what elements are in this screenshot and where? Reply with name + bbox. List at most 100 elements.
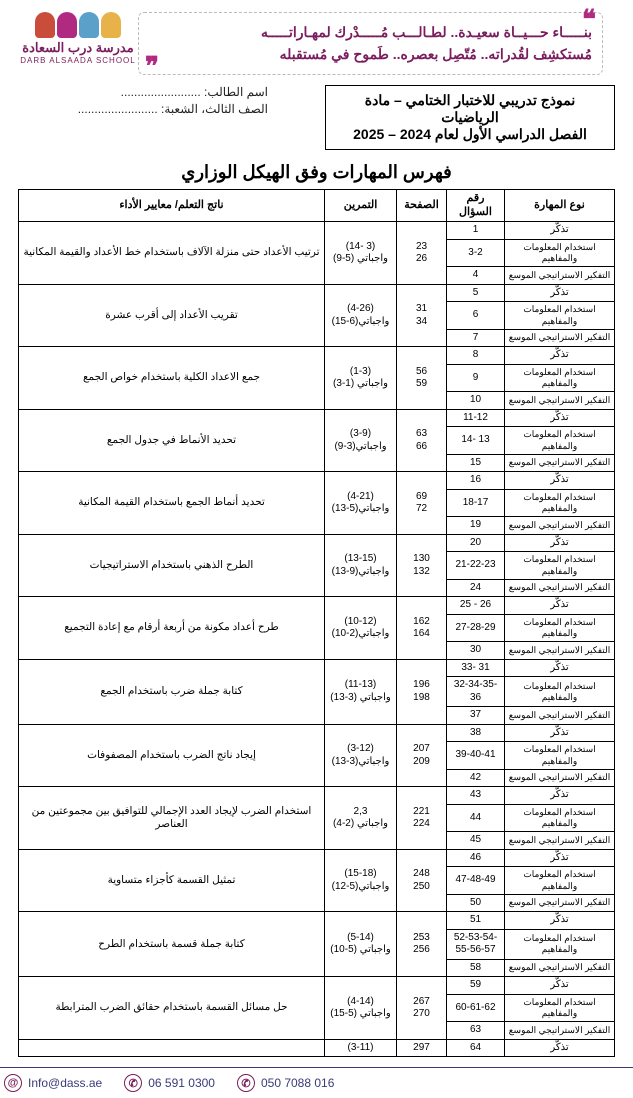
th-qn: رقم السؤال <box>447 189 505 222</box>
cell-page: 162164 <box>397 597 447 660</box>
cell-skill-type: التفكير الاستراتيجي الموسع <box>505 959 615 977</box>
footer-phone1: ✆ 06 591 0300 <box>124 1074 215 1092</box>
cell-skill-type: تذكّر <box>505 222 615 240</box>
cell-outcome: إيجاد ناتج الضرب باستخدام المصفوفات <box>19 724 325 787</box>
cell-outcome: كتابة جملة قسمة باستخدام الطرح <box>19 912 325 977</box>
tagline-box: ❝ بنـــــاء حـــيــاة سعيـدة.. لطـالـــب… <box>138 12 603 75</box>
cell-skill-type: استخدام المعلومات والمفاهيم <box>505 804 615 832</box>
table-row: تذكّر53134(4-26)واجباتي(6-15)تقريب الأعد… <box>19 284 615 302</box>
table-row: تذكّر64297(3-11) <box>19 1039 615 1057</box>
cell-page: 6972 <box>397 472 447 535</box>
cell-question-number: 6 <box>447 302 505 330</box>
cell-skill-type: تذكّر <box>505 472 615 490</box>
cell-question-number: 5 <box>447 284 505 302</box>
cell-skill-type: تذكّر <box>505 347 615 365</box>
cell-skill-type: تذكّر <box>505 724 615 742</box>
cell-exercise: (1-3)واجباتي (1-3) <box>325 347 397 410</box>
cell-skill-type: التفكير الاستراتيجي الموسع <box>505 769 615 787</box>
cell-question-number: 11-12 <box>447 409 505 427</box>
table-row: تذكّر20130132(13-15)واجباتي(9-13)الطرح ا… <box>19 534 615 552</box>
th-page: الصفحة <box>397 189 447 222</box>
cell-question-number: 18-17 <box>447 489 505 517</box>
title-box: نموذج تدريبي للاختبار الختامي – مادة الر… <box>325 85 615 150</box>
cell-question-number: 38 <box>447 724 505 742</box>
cell-question-number: 43 <box>447 787 505 805</box>
logo-ar: مدرسة درب السعادة <box>18 40 138 56</box>
cell-question-number: 20 <box>447 534 505 552</box>
cell-question-number: 8 <box>447 347 505 365</box>
cell-skill-type: التفكير الاستراتيجي الموسع <box>505 454 615 472</box>
cell-question-number: 10 <box>447 392 505 410</box>
cell-page: 3134 <box>397 284 447 347</box>
cell-question-number: 1 <box>447 222 505 240</box>
cell-outcome: ترتيب الأعداد حتى منزلة الآلاف باستخدام … <box>19 222 325 285</box>
cell-question-number: 21-22-23 <box>447 552 505 580</box>
th-outcome: ناتج التعلم/ معايير الأداء <box>19 189 325 222</box>
cell-skill-type: التفكير الاستراتيجي الموسع <box>505 329 615 347</box>
cell-exercise: (4-26)واجباتي(6-15) <box>325 284 397 347</box>
table-row: تذكّر46248250(15-18)واجباتي(5-12)تمثيل ا… <box>19 849 615 867</box>
cell-skill-type: تذكّر <box>505 597 615 615</box>
cell-outcome: تقريب الأعداد إلى أقرب عشرة <box>19 284 325 347</box>
cell-outcome: تحديد أنماط الجمع باستخدام القيمة المكان… <box>19 472 325 535</box>
school-logo: مدرسة درب السعادة DARB ALSAADA SCHOOL <box>18 12 138 65</box>
cell-skill-type: التفكير الاستراتيجي الموسع <box>505 832 615 850</box>
table-row: تذكّر85659(1-3)واجباتي (1-3)جمع الاعداد … <box>19 347 615 365</box>
cell-question-number: 32-34-35-36 <box>447 677 505 707</box>
cell-skill-type: استخدام المعلومات والمفاهيم <box>505 677 615 707</box>
table-row: تذكّر51253256(5-14)واجباتي (5-10)كتابة ج… <box>19 912 615 930</box>
cell-skill-type: تذكّر <box>505 787 615 805</box>
title-line1: نموذج تدريبي للاختبار الختامي – مادة الر… <box>338 92 602 126</box>
cell-skill-type: استخدام المعلومات والمفاهيم <box>505 364 615 392</box>
cell-question-number: 51 <box>447 912 505 930</box>
cell-skill-type: تذكّر <box>505 409 615 427</box>
cell-skill-type: استخدام المعلومات والمفاهيم <box>505 614 615 642</box>
cell-question-number: 44 <box>447 804 505 832</box>
cell-outcome: طرح أعداد مكونة من أربعة أرقام مع إعادة … <box>19 597 325 660</box>
cell-exercise: (13-15)واجباتي(9-13) <box>325 534 397 597</box>
tagline-line2: مُستكشِف لقُدراته.. مُتّصِل بعصره.. طَمو… <box>149 43 592 65</box>
cell-outcome: تمثيل القسمة كأجزاء متساوية <box>19 849 325 912</box>
cell-exercise: 2,3واجباتي (2-4) <box>325 787 397 850</box>
cell-question-number: 47-48-49 <box>447 867 505 895</box>
logo-en: DARB ALSAADA SCHOOL <box>18 56 138 65</box>
th-ex: التمرين <box>325 189 397 222</box>
cell-question-number: 45 <box>447 832 505 850</box>
cell-page: 248250 <box>397 849 447 912</box>
cell-skill-type: استخدام المعلومات والمفاهيم <box>505 742 615 770</box>
cell-exercise: (4-21)واجباتي(5-13) <box>325 472 397 535</box>
cell-page: 297 <box>397 1039 447 1057</box>
cell-question-number: 15 <box>447 454 505 472</box>
cell-exercise: (5-14)واجباتي (5-10) <box>325 912 397 977</box>
table-row: تذكّر432212242,3واجباتي (2-4)استخدام الض… <box>19 787 615 805</box>
cell-exercise: (3-12)واجباتي(3-13) <box>325 724 397 787</box>
footer-phone2: ✆ 050 7088 016 <box>237 1074 334 1092</box>
cell-question-number: 24 <box>447 579 505 597</box>
cell-skill-type: استخدام المعلومات والمفاهيم <box>505 867 615 895</box>
cell-exercise: (15-18)واجباتي(5-12) <box>325 849 397 912</box>
cell-skill-type: التفكير الاستراتيجي الموسع <box>505 579 615 597</box>
table-row: تذكّر12326(3 -14)واجباتي (5-9)ترتيب الأع… <box>19 222 615 240</box>
table-row: تذكّر59267270(4-14)واجباتي (5-15)حل مسائ… <box>19 977 615 995</box>
student-class-label: الصف الثالث، الشعبة: <box>161 102 268 116</box>
cell-question-number: 31 -33 <box>447 659 505 677</box>
email-icon: @ <box>4 1074 22 1092</box>
cell-exercise: (3-11) <box>325 1039 397 1057</box>
cell-skill-type: التفكير الاستراتيجي الموسع <box>505 517 615 535</box>
cell-outcome: استخدام الضرب لإيجاد العدد الإجمالي للتو… <box>19 787 325 850</box>
title-line2: الفصل الدراسي الأول لعام 2024 – 2025 <box>338 126 602 143</box>
cell-outcome: جمع الاعداد الكلية باستخدام خواص الجمع <box>19 347 325 410</box>
cell-exercise: (4-14)واجباتي (5-15) <box>325 977 397 1040</box>
cell-question-number: 4 <box>447 267 505 285</box>
cell-exercise: (3 -14)واجباتي (5-9) <box>325 222 397 285</box>
cell-skill-type: التفكير الاستراتيجي الموسع <box>505 642 615 660</box>
cell-skill-type: تذكّر <box>505 977 615 995</box>
cell-question-number: 19 <box>447 517 505 535</box>
cell-question-number: 13 -14 <box>447 427 505 455</box>
tagline-line1: بنـــــاء حـــيــاة سعيـدة.. لطـالـــب م… <box>149 21 592 43</box>
cell-question-number: 64 <box>447 1039 505 1057</box>
cell-skill-type: استخدام المعلومات والمفاهيم <box>505 489 615 517</box>
quote-icon: ❝ <box>582 0 596 41</box>
cell-skill-type: تذكّر <box>505 849 615 867</box>
table-row: تذكّر38207209(3-12)واجباتي(3-13)إيجاد نا… <box>19 724 615 742</box>
